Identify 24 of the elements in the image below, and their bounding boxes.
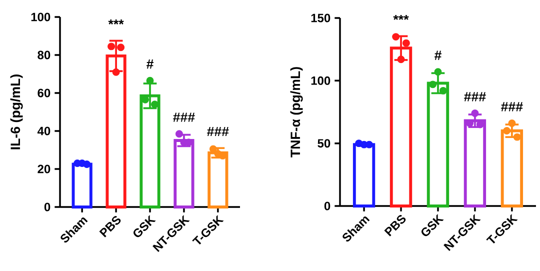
- y-axis-title: IL-6 (pg/mL): [10, 74, 23, 150]
- y-tick-label: 100: [31, 12, 50, 22]
- annotation: ###: [173, 112, 195, 122]
- annotation: ###: [207, 126, 229, 136]
- annotation: ***: [393, 14, 409, 20]
- y-tick-label: 60: [38, 88, 50, 98]
- annotation: ###: [464, 92, 486, 102]
- bar: [352, 143, 376, 208]
- y-axis-title: TNF-α (pg/mL): [290, 67, 303, 158]
- bar: [464, 119, 486, 208]
- y-tick-label: 100: [311, 76, 330, 85]
- annotation: ***: [108, 20, 124, 24]
- y-tick-label: 50: [318, 139, 330, 148]
- annotation: #: [434, 50, 442, 60]
- y-tick-label: 40: [37, 126, 50, 136]
- bar: [500, 129, 524, 208]
- annotation: #: [146, 60, 154, 69]
- y-tick-label: 20: [38, 164, 50, 174]
- y-tick-label: 150: [311, 14, 330, 22]
- y-tick-label: 0: [44, 202, 50, 212]
- annotation: ###: [501, 102, 523, 112]
- y-tick-label: 0: [324, 202, 330, 210]
- y-tick-label: 80: [38, 50, 50, 60]
- bar: [72, 162, 92, 208]
